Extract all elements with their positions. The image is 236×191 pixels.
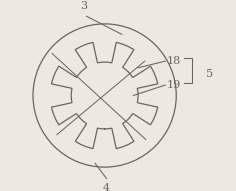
Text: 4: 4 xyxy=(103,183,110,191)
Text: 19: 19 xyxy=(167,80,181,90)
Text: 18: 18 xyxy=(167,56,181,66)
Text: 5: 5 xyxy=(206,69,213,79)
Text: 3: 3 xyxy=(80,2,87,11)
